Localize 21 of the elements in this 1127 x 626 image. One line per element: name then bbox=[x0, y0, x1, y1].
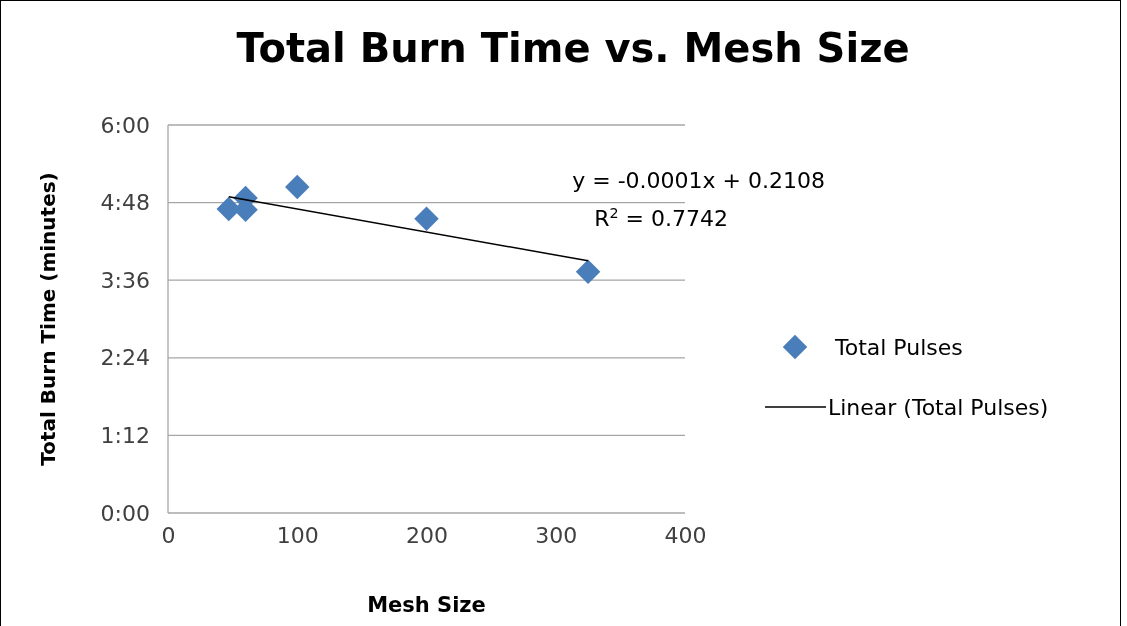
y-tick-label: 1:12 bbox=[100, 422, 150, 448]
annotation: y = -0.0001x + 0.2108 bbox=[572, 168, 825, 193]
x-tick-label: 300 bbox=[535, 522, 578, 548]
chart-title: Total Burn Time vs. Mesh Size bbox=[236, 25, 910, 71]
y-axis-title: Total Burn Time (minutes) bbox=[36, 172, 60, 466]
x-tick-label: 0 bbox=[161, 522, 176, 548]
legend-label: Total Pulses bbox=[834, 335, 963, 360]
point bbox=[285, 174, 310, 200]
y-tick-label: 0:00 bbox=[100, 500, 150, 526]
point bbox=[414, 206, 439, 232]
y-tick-label: 6:00 bbox=[100, 112, 150, 138]
point bbox=[575, 259, 601, 285]
x-tick-label: 200 bbox=[406, 522, 448, 548]
y-tick-label: 3:36 bbox=[100, 267, 150, 293]
x-axis-title: Mesh Size bbox=[367, 593, 486, 617]
annotation: R$^{2}$ = 0.7742 bbox=[594, 205, 728, 231]
x-tick-label: 100 bbox=[276, 522, 319, 548]
y-tick-label: 2:24 bbox=[100, 345, 150, 371]
legend-label: Linear (Total Pulses) bbox=[828, 395, 1049, 420]
y-tick-label: 4:48 bbox=[100, 190, 150, 216]
x-tick-label: 400 bbox=[664, 522, 707, 548]
